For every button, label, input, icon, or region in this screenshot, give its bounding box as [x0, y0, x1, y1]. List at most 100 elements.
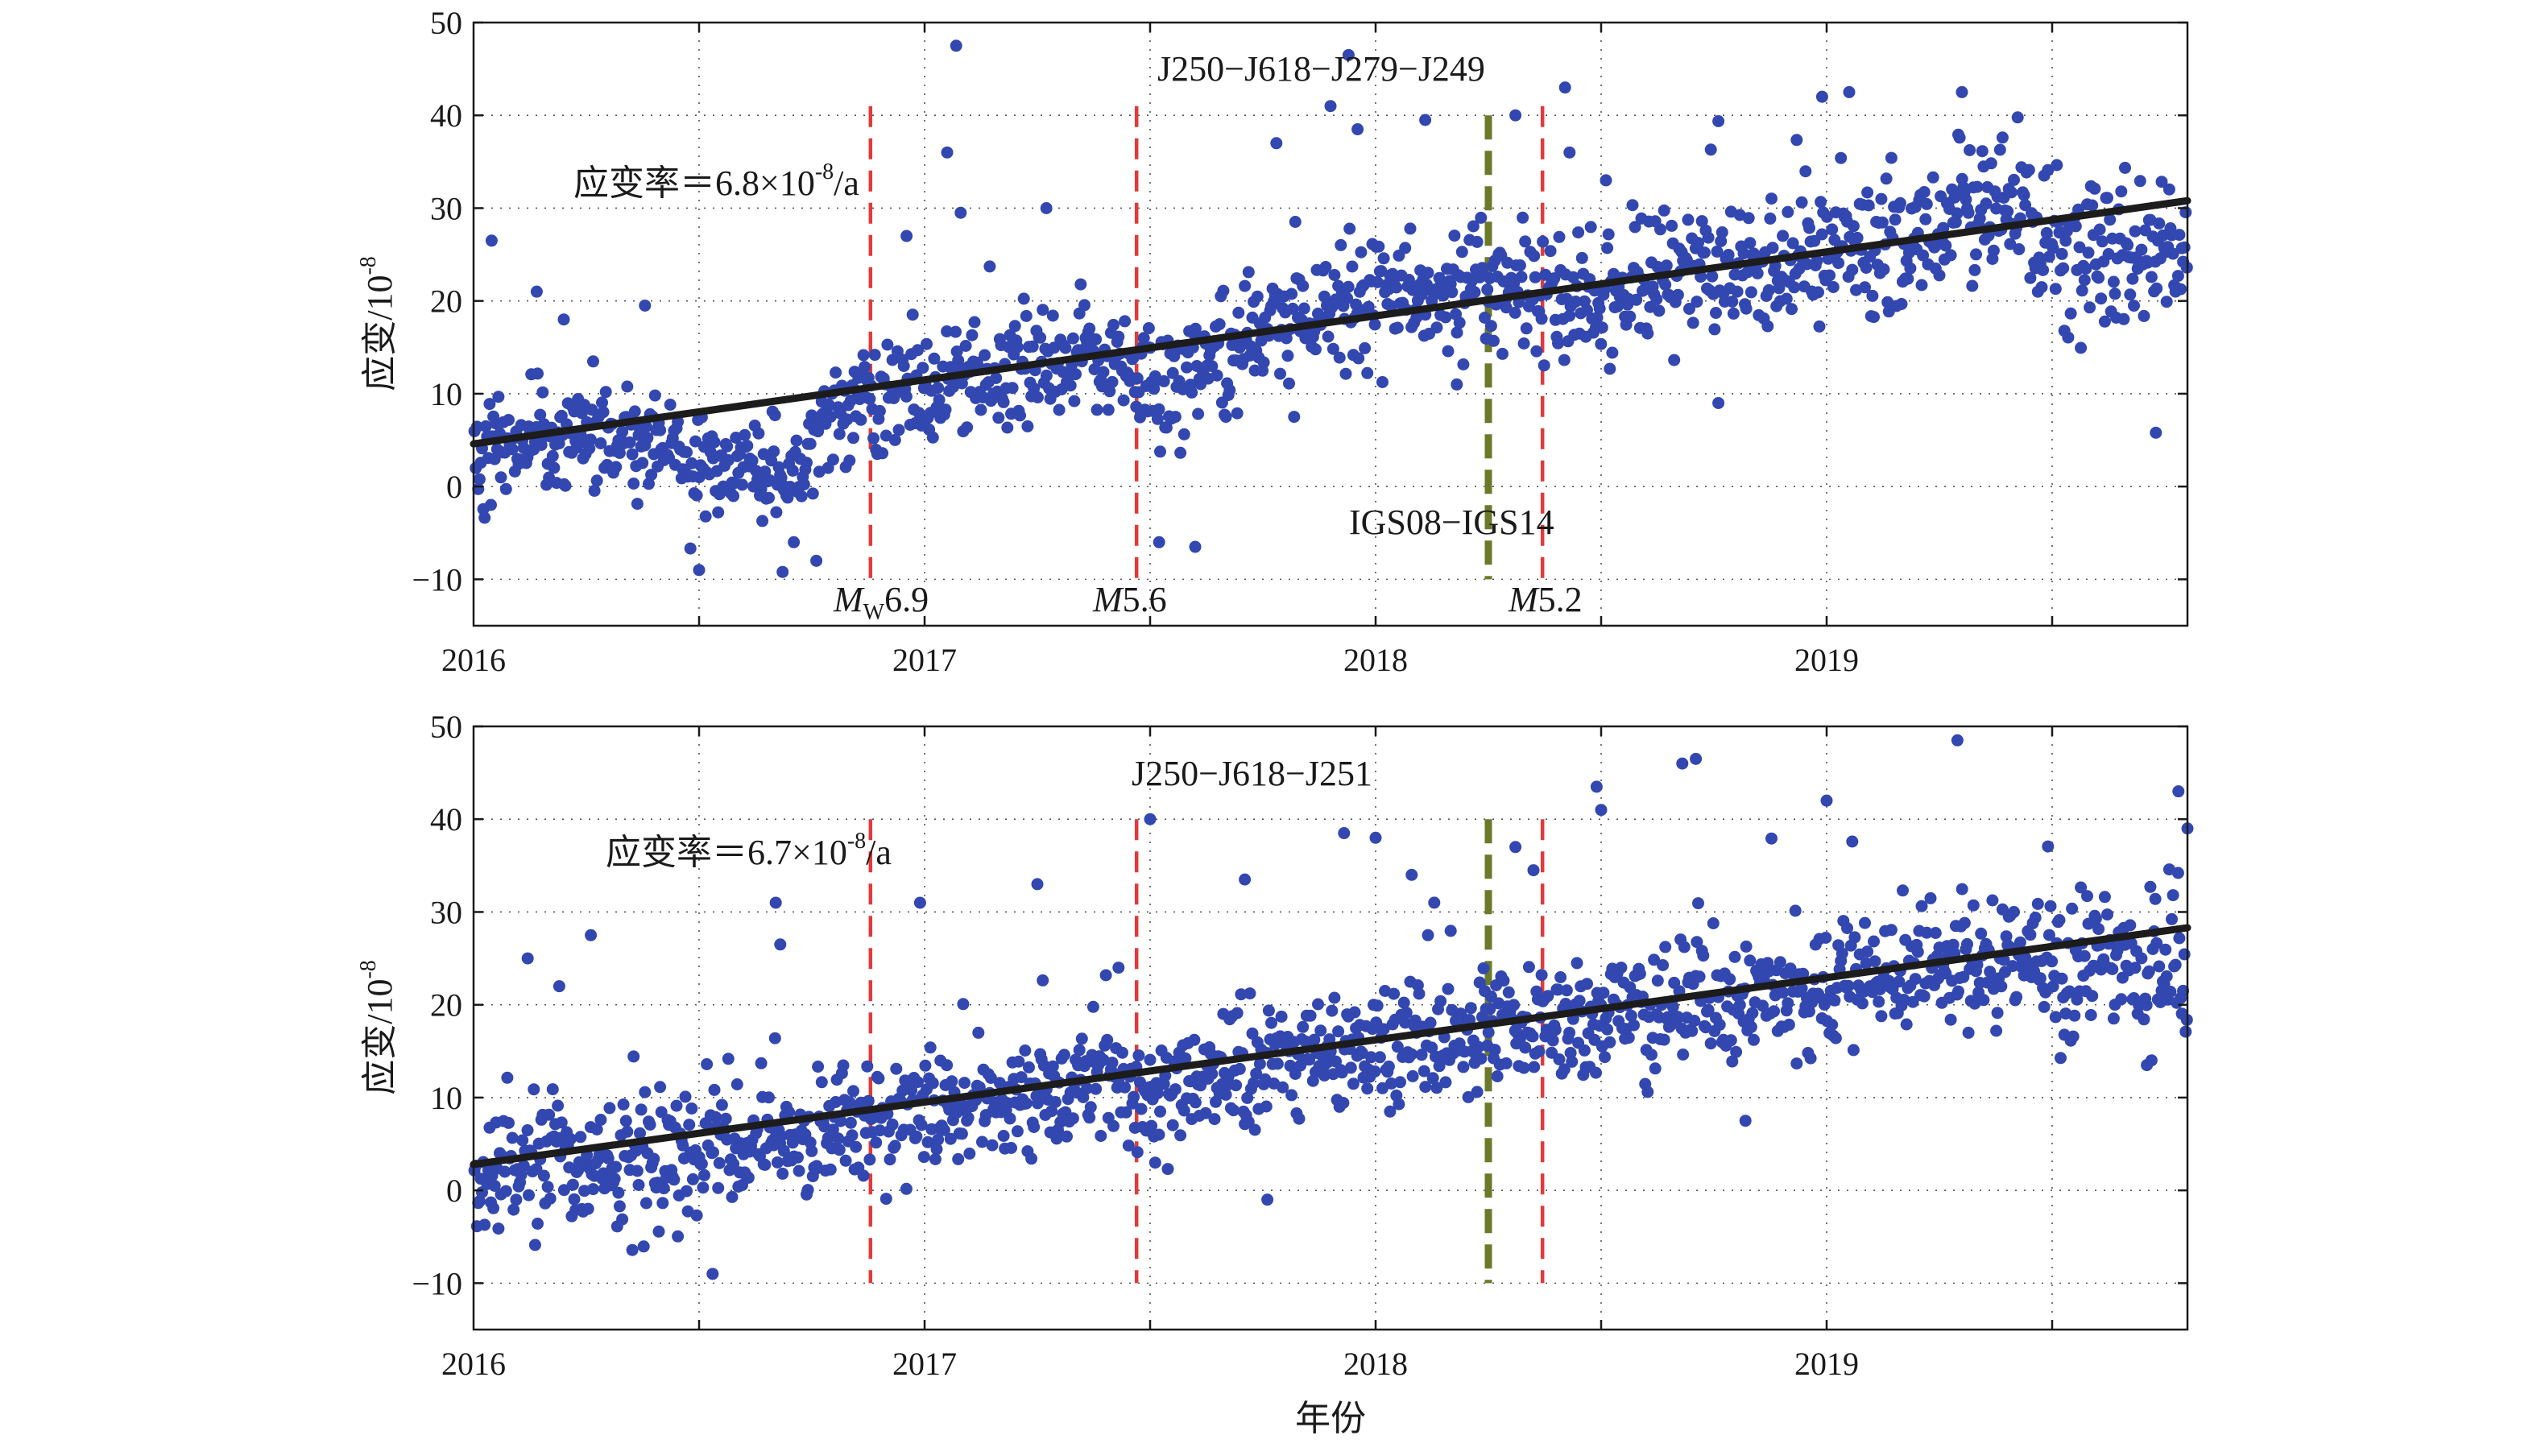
top-data-point — [1606, 346, 1619, 359]
top-data-point — [939, 403, 952, 416]
bottom-data-point — [1049, 1096, 1062, 1108]
bottom-data-point — [603, 1102, 616, 1115]
bottom-data-point — [594, 1114, 607, 1126]
top-data-point — [1835, 151, 1848, 164]
bottom-data-point — [1704, 1037, 1717, 1050]
bottom-data-point — [612, 1186, 625, 1199]
bottom-data-point — [2042, 840, 2055, 853]
top-data-point — [1744, 237, 1757, 250]
bottom-data-point — [555, 1116, 568, 1129]
bottom-data-point — [1101, 1033, 1114, 1046]
bottom-data-point — [1099, 969, 1112, 982]
bottom-data-point — [1622, 1032, 1635, 1044]
top-data-point — [2086, 199, 2099, 212]
bottom-data-point — [1424, 1016, 1437, 1029]
top-data-point — [1206, 360, 1219, 373]
top-data-point — [1107, 318, 1120, 331]
bottom-data-point — [1975, 927, 1988, 940]
top-data-point — [997, 395, 1010, 408]
top-data-point — [1964, 144, 1976, 156]
bottom-data-point — [862, 1094, 875, 1107]
bottom-data-point — [698, 1169, 710, 1181]
top-data-point — [1309, 343, 1322, 356]
bottom-data-point — [997, 1130, 1010, 1142]
bottom-outlier-point — [774, 938, 787, 951]
bottom-data-point — [1090, 1082, 1103, 1095]
bottom-data-point — [1552, 983, 1564, 996]
bottom-data-point — [2063, 985, 2076, 998]
bottom-data-point — [506, 1131, 519, 1144]
bottom-data-point — [955, 1127, 968, 1140]
top-data-point — [1902, 272, 1914, 285]
bottom-data-point — [574, 1131, 587, 1144]
bottom-data-point — [1235, 988, 1248, 1001]
bottom-data-point — [2124, 919, 2137, 932]
bottom-data-point — [1406, 1069, 1419, 1082]
bottom-data-point — [507, 1203, 520, 1216]
bottom-data-point — [2149, 892, 2162, 905]
top-data-point — [2096, 235, 2109, 248]
top-data-point — [2135, 243, 2148, 256]
bottom-data-point — [701, 1058, 714, 1070]
top-data-point — [847, 432, 859, 445]
bottom-data-point — [1277, 1081, 1289, 1094]
bottom-data-point — [590, 1123, 603, 1135]
top-data-point — [721, 440, 734, 453]
bottom-data-point — [1075, 1032, 1088, 1045]
top-data-point — [1211, 369, 1223, 382]
bottom-data-point — [805, 1144, 818, 1157]
top-data-point — [1604, 362, 1616, 375]
bottom-data-point — [639, 1086, 652, 1098]
bottom-data-point — [2107, 1012, 2120, 1025]
top-data-point — [1342, 280, 1355, 293]
top-data-point — [763, 491, 775, 504]
bottom-data-point — [1122, 1140, 1135, 1152]
top-data-point — [751, 473, 764, 486]
bottom-data-point — [1275, 1010, 1288, 1023]
event-label-m52-magnitude: M — [1508, 580, 1540, 619]
bottom-data-point — [1248, 1077, 1260, 1090]
bottom-data-point — [1491, 1070, 1504, 1082]
bottom-data-point — [1188, 1033, 1201, 1046]
top-data-point — [2167, 247, 2179, 260]
top-data-point — [1727, 307, 1740, 320]
top-data-point — [746, 454, 759, 467]
top-outlier-point — [941, 146, 954, 159]
bottom-x-tick-label: 2017 — [892, 1346, 957, 1382]
bottom-data-point — [1304, 1009, 1317, 1022]
top-data-point — [1068, 395, 1081, 407]
bottom-data-point — [1648, 953, 1661, 966]
bottom-data-point — [2092, 923, 2105, 936]
top-data-point — [1513, 259, 1526, 271]
bottom-data-point — [768, 1032, 781, 1044]
top-y-tick-label: 10 — [430, 376, 462, 412]
bottom-data-point — [1500, 1057, 1513, 1069]
top-panel-plot-frame — [472, 21, 2189, 627]
bottom-data-point — [552, 1099, 565, 1112]
top-data-point — [712, 506, 725, 519]
bottom-data-point — [657, 1182, 670, 1195]
top-data-point — [548, 461, 561, 474]
top-data-point — [2088, 182, 2101, 195]
top-data-point — [2024, 271, 2037, 284]
top-data-point — [1217, 284, 1230, 297]
top-panel-frame-change-label: IGS08−IGS14 — [1349, 503, 1554, 542]
bottom-data-point — [1599, 1051, 1611, 1064]
bottom-data-point — [1995, 980, 2008, 993]
bottom-outlier-point — [521, 952, 534, 965]
bottom-rate-unit: /a — [866, 833, 892, 872]
top-data-point — [806, 487, 819, 500]
bottom-data-point — [1426, 1072, 1439, 1085]
top-data-point — [708, 436, 721, 449]
bottom-data-point — [952, 1152, 965, 1165]
top-data-point — [1915, 279, 1928, 292]
bottom-data-point — [1686, 1024, 1699, 1037]
top-data-point — [2078, 274, 2091, 287]
top-outlier-point — [2150, 426, 2162, 439]
bottom-data-point — [528, 1239, 541, 1251]
top-data-point — [1157, 374, 1170, 387]
top-data-point — [859, 361, 871, 374]
top-y-tick-label: 20 — [430, 283, 462, 320]
bottom-data-point — [1335, 1066, 1348, 1079]
bottom-outlier-point — [1820, 794, 1833, 807]
